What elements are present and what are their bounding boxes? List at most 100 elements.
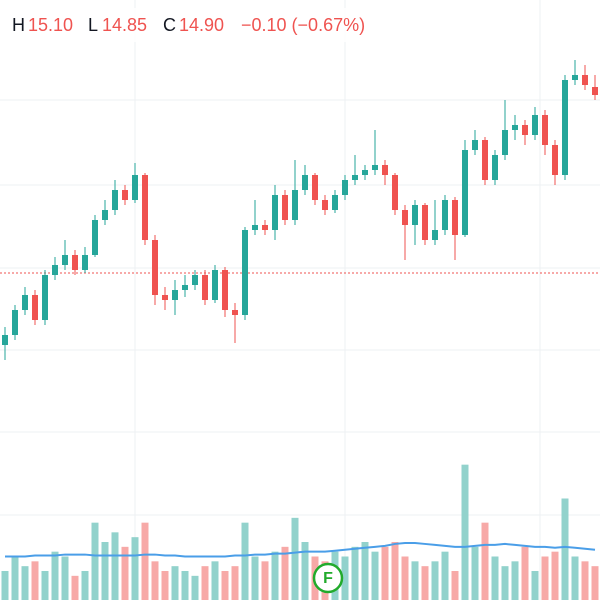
volume-bar [481, 522, 489, 600]
volume-bar [31, 561, 39, 600]
volume-bar [11, 556, 19, 600]
close-label: C [163, 15, 176, 35]
volume-bar [391, 542, 399, 600]
volume-bar [521, 546, 529, 600]
volume-bar [101, 542, 109, 600]
volume-bar [301, 542, 309, 600]
volume-bar [51, 551, 59, 600]
volume-bar [281, 546, 289, 600]
candle-body [402, 210, 408, 225]
change-value: −0.10 (−0.67%) [241, 15, 365, 35]
candle-body [132, 175, 138, 200]
candle-body [502, 130, 508, 155]
candle-body [362, 170, 368, 175]
volume-bar [581, 561, 589, 600]
candle-body [42, 275, 48, 320]
volume-bar [421, 566, 429, 600]
event-marker: F [312, 562, 344, 594]
volume-bar [571, 556, 579, 600]
volume-bar [471, 546, 479, 600]
candle-body [332, 195, 338, 210]
candle-body [12, 310, 18, 335]
volume-bar [161, 571, 169, 600]
event-marker-label: F [323, 570, 333, 587]
candle-body [252, 225, 258, 230]
candle-body [532, 115, 538, 135]
candle-body [542, 115, 548, 145]
candle-body [442, 200, 448, 230]
volume-bar [551, 551, 559, 600]
candle-body [272, 195, 278, 230]
candle-body [342, 180, 348, 195]
close-value: 14.90 [179, 15, 224, 35]
volume-bar [211, 561, 219, 600]
candle-body [112, 190, 118, 210]
candle-body [472, 140, 478, 150]
volume-bar [531, 571, 539, 600]
candle-body [22, 295, 28, 310]
volume-bar [201, 566, 209, 600]
volume-bar [541, 556, 549, 600]
volume-bar [121, 546, 129, 600]
candle-body [2, 335, 8, 345]
candle-body [492, 155, 498, 180]
candle-body [212, 270, 218, 300]
candle-body [482, 140, 488, 180]
volume-bar [561, 498, 569, 600]
volume-bar [91, 522, 99, 600]
high-label: H [12, 15, 25, 35]
candle-body [512, 125, 518, 130]
volume-bar [271, 551, 279, 600]
volume-bar [291, 517, 299, 600]
candle-body [302, 175, 308, 190]
candle-body [572, 75, 578, 80]
candle-body [282, 195, 288, 220]
volume-bar [451, 571, 459, 600]
candle-body [422, 205, 428, 240]
candle-body [582, 75, 588, 85]
candle-body [382, 165, 388, 175]
volume-bar [261, 561, 269, 600]
plot: F [0, 60, 600, 600]
candle-body [202, 275, 208, 300]
candle-body [522, 125, 528, 135]
volume-bar [1, 571, 9, 600]
volume-bar [381, 546, 389, 600]
candle-body [432, 230, 438, 240]
volume-bar [81, 571, 89, 600]
candle-body [232, 310, 238, 315]
candle-body [142, 175, 148, 240]
candle-body [52, 265, 58, 275]
volume-bar [371, 551, 379, 600]
volume-bar [441, 551, 449, 600]
volume-bar [251, 556, 259, 600]
candle-body [102, 210, 108, 220]
volume-bar [231, 566, 239, 600]
volume-bar [501, 566, 509, 600]
volume-bar [221, 571, 229, 600]
candle-body [72, 255, 78, 270]
volume-bar [131, 537, 139, 600]
candle-body [592, 87, 598, 95]
candle-body [92, 220, 98, 255]
low-label: L [88, 15, 98, 35]
candle-body [322, 200, 328, 210]
volume-bar [241, 522, 249, 600]
candle-body [242, 230, 248, 315]
candle-body [262, 225, 268, 230]
volume-bar [171, 566, 179, 600]
candle-body [352, 175, 358, 180]
candle-body [172, 290, 178, 300]
candle-body [552, 145, 558, 175]
volume-bar [351, 546, 359, 600]
low-value: 14.85 [102, 15, 147, 35]
volume-bar [61, 556, 69, 600]
volume-bar [181, 571, 189, 600]
candle-body [162, 295, 168, 300]
candle-body [192, 275, 198, 285]
volume-bar [111, 532, 119, 600]
candle-body [372, 165, 378, 170]
high-value: 15.10 [28, 15, 73, 35]
